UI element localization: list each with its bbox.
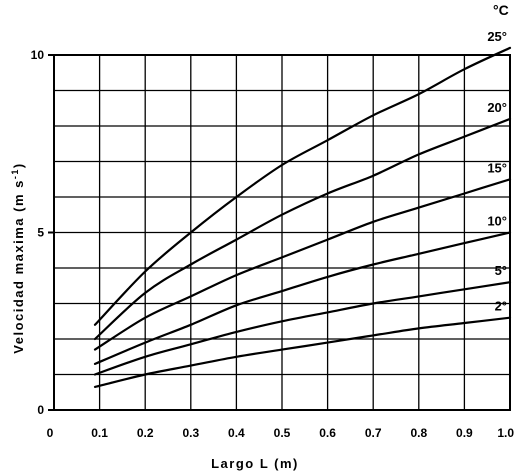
x-tick-label: 0.4 bbox=[228, 426, 245, 440]
series-label: 5° bbox=[495, 263, 507, 278]
x-tick-label: 0.1 bbox=[91, 426, 108, 440]
series-labels: 25° 20° 15° 10° 5° 2° bbox=[487, 29, 507, 314]
y-tick-label: 0 bbox=[37, 403, 44, 417]
x-tick-labels: 0 0.1 0.2 0.3 0.4 0.5 0.6 0.7 0.8 0.9 1.0 bbox=[47, 426, 515, 440]
legend-unit-label: °C bbox=[493, 2, 509, 18]
y-tick-label: 5 bbox=[37, 226, 44, 240]
series-line bbox=[93, 117, 512, 341]
y-axis-title-superscript: -1 bbox=[10, 168, 20, 179]
series-line bbox=[93, 281, 512, 376]
x-tick-label: 0.7 bbox=[365, 426, 382, 440]
x-tick-label: 0 bbox=[47, 426, 54, 440]
x-tick-label: 0.6 bbox=[319, 426, 336, 440]
grid bbox=[54, 55, 510, 410]
y-tick-labels: 0 5 10 bbox=[31, 48, 45, 417]
series-label: 2° bbox=[495, 299, 507, 314]
x-axis-title: Largo L (m) bbox=[211, 456, 299, 471]
y-axis-title-main: Velocidad maxima (m s bbox=[11, 179, 26, 354]
series-label: 15° bbox=[487, 160, 507, 175]
x-tick-label: 0.9 bbox=[456, 426, 473, 440]
y-axis-title-close: ) bbox=[11, 162, 26, 168]
x-tick-label: 1.0 bbox=[497, 426, 514, 440]
y-tick-label: 10 bbox=[31, 48, 45, 62]
series-lines bbox=[93, 46, 512, 388]
series-label: 10° bbox=[487, 214, 507, 229]
x-tick-label: 0.5 bbox=[274, 426, 291, 440]
series-label: 25° bbox=[487, 29, 507, 44]
x-tick-label: 0.3 bbox=[182, 426, 199, 440]
series-line bbox=[93, 178, 512, 351]
series-label: 20° bbox=[487, 100, 507, 115]
x-tick-label: 0.2 bbox=[137, 426, 154, 440]
y-axis-title: Velocidad maxima (m s-1) bbox=[10, 162, 26, 353]
series-line bbox=[93, 46, 512, 326]
y-ticks bbox=[48, 54, 54, 411]
series-line bbox=[93, 316, 512, 388]
series-line bbox=[93, 231, 512, 365]
x-tick-label: 0.8 bbox=[410, 426, 427, 440]
